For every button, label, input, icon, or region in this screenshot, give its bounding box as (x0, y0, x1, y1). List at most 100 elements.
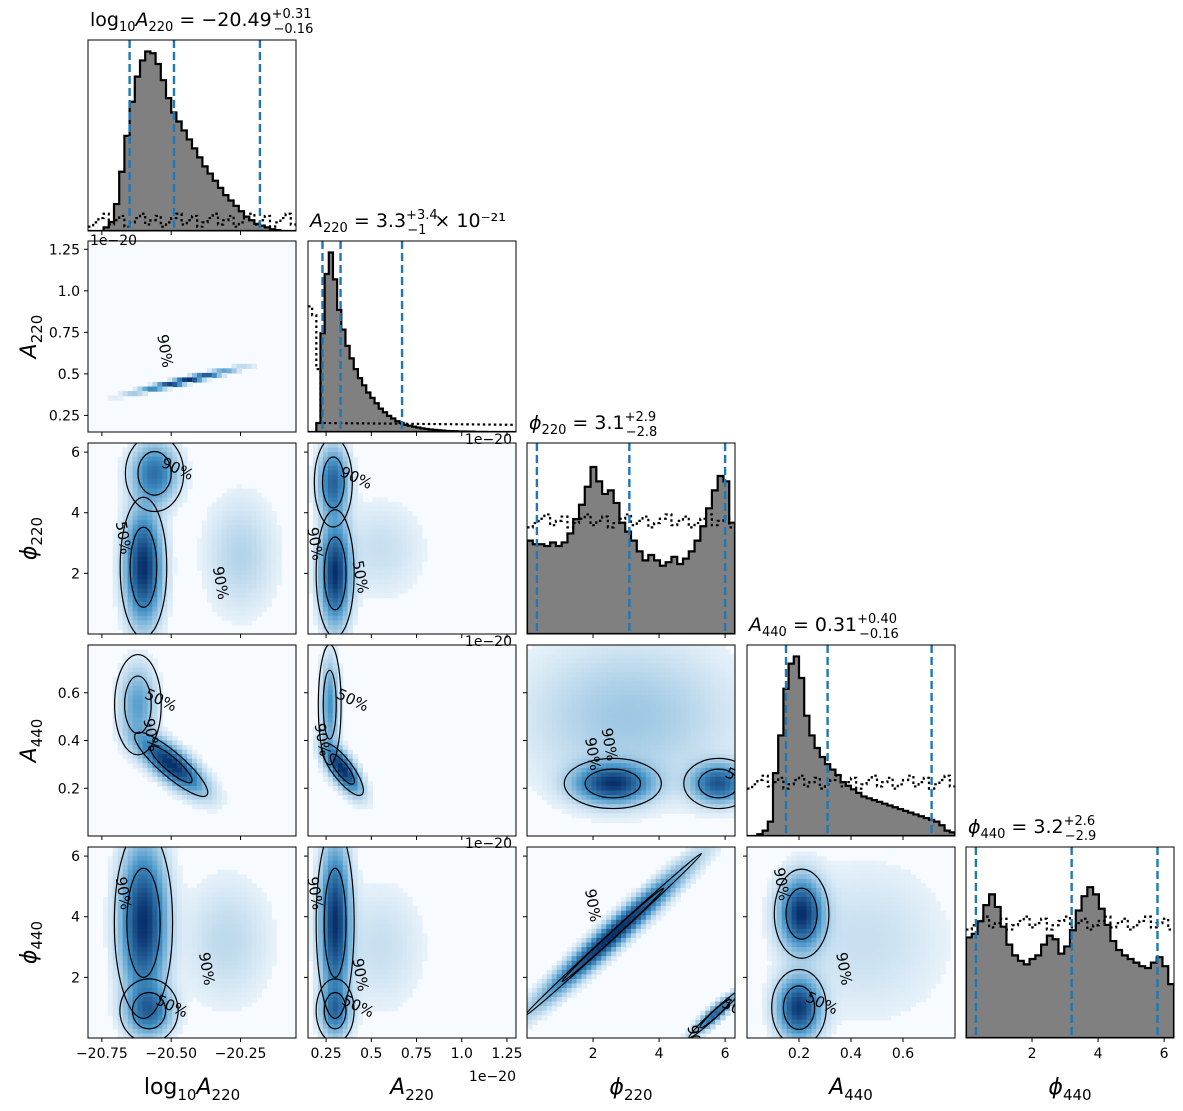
density-cell (132, 386, 139, 392)
density-cell (527, 772, 533, 778)
density-cell (556, 672, 563, 678)
density-cell (312, 502, 319, 508)
density-cell (196, 547, 203, 553)
density-cell (720, 676, 726, 682)
density-cell (670, 740, 677, 746)
density-cell (367, 552, 373, 558)
density-cell (147, 928, 153, 935)
density-cell (137, 649, 144, 655)
density-cell (231, 901, 238, 907)
density-cell (102, 924, 109, 930)
density-cell (631, 699, 637, 705)
density-cell (167, 515, 173, 521)
density-cell (251, 983, 257, 989)
density-cell (591, 731, 597, 737)
density-cell (172, 856, 178, 862)
density-cell (122, 956, 129, 962)
density-cell (332, 443, 339, 449)
density-cell (546, 685, 553, 692)
density-cell (127, 502, 134, 508)
density-cell (147, 583, 153, 590)
density-cell (172, 502, 178, 508)
density-cell (112, 695, 119, 701)
density-cell (167, 856, 173, 862)
density-cell (142, 629, 149, 634)
density-cell (206, 547, 213, 553)
density-cell (177, 878, 183, 884)
density-cell (211, 987, 218, 994)
density-cell (177, 479, 183, 485)
density-cell (342, 611, 349, 617)
density-cell (152, 776, 158, 783)
density-cell (715, 749, 721, 755)
density-cell (611, 754, 617, 760)
density-cell (241, 615, 248, 621)
density-cell (541, 708, 548, 714)
density-cell (357, 511, 364, 517)
density-cell (626, 758, 632, 764)
density-cell (660, 804, 667, 810)
density-cell (102, 919, 109, 925)
density-cell (192, 804, 198, 810)
density-cell (162, 552, 168, 558)
contour-90-1 (313, 443, 353, 528)
density-cell (601, 758, 607, 764)
density-panel-logA220-phi220: 50%90%90% (88, 443, 296, 634)
density-cell (157, 974, 163, 980)
density-cell (317, 506, 324, 512)
density-cell (527, 654, 533, 660)
density-cell (416, 570, 423, 576)
density-cell (710, 785, 716, 792)
density-cell (251, 552, 257, 558)
density-cell (236, 974, 243, 980)
density-cell (541, 667, 548, 673)
density-cell (211, 606, 218, 612)
density-cell (332, 588, 339, 594)
density-cell (317, 488, 324, 494)
density-cell (112, 865, 119, 871)
density-cell (621, 817, 627, 823)
density-cell (635, 717, 642, 723)
density-cell (147, 515, 153, 521)
density-cell (352, 529, 359, 535)
density-cell (566, 695, 573, 701)
density-cell (221, 915, 228, 921)
density-cell (107, 865, 114, 871)
density-cell (226, 933, 233, 939)
density-cell (147, 901, 153, 907)
density-cell (685, 749, 692, 755)
density-cell (132, 483, 139, 490)
density-cell (162, 615, 168, 621)
density-cell (342, 606, 349, 612)
density-cell (621, 681, 627, 687)
density-cell (266, 538, 272, 544)
density-cell (631, 704, 637, 710)
density-cell (147, 763, 153, 769)
density-cell (616, 776, 622, 783)
density-cell (531, 708, 538, 714)
density-cell (541, 695, 548, 701)
density-cell (167, 593, 173, 599)
density-cell (132, 681, 139, 687)
density-cell (357, 602, 364, 608)
density-cell (342, 533, 349, 540)
density-cell (317, 452, 324, 458)
density-cell (211, 933, 218, 939)
density-cell (167, 924, 173, 930)
density-cell (127, 919, 134, 925)
density-cell (640, 667, 647, 673)
density-cell (226, 906, 233, 912)
density-cell (187, 465, 193, 471)
density-cell (122, 731, 129, 737)
density-cell (236, 978, 243, 985)
density-cell (337, 479, 344, 485)
density-cell (137, 860, 144, 866)
density-cell (142, 624, 149, 631)
density-cell (645, 708, 652, 714)
density-cell (187, 790, 193, 796)
density-cell (715, 763, 721, 769)
density-cell (246, 511, 253, 517)
density-cell (332, 602, 339, 608)
density-cell (157, 992, 163, 998)
density-cell (226, 506, 233, 512)
